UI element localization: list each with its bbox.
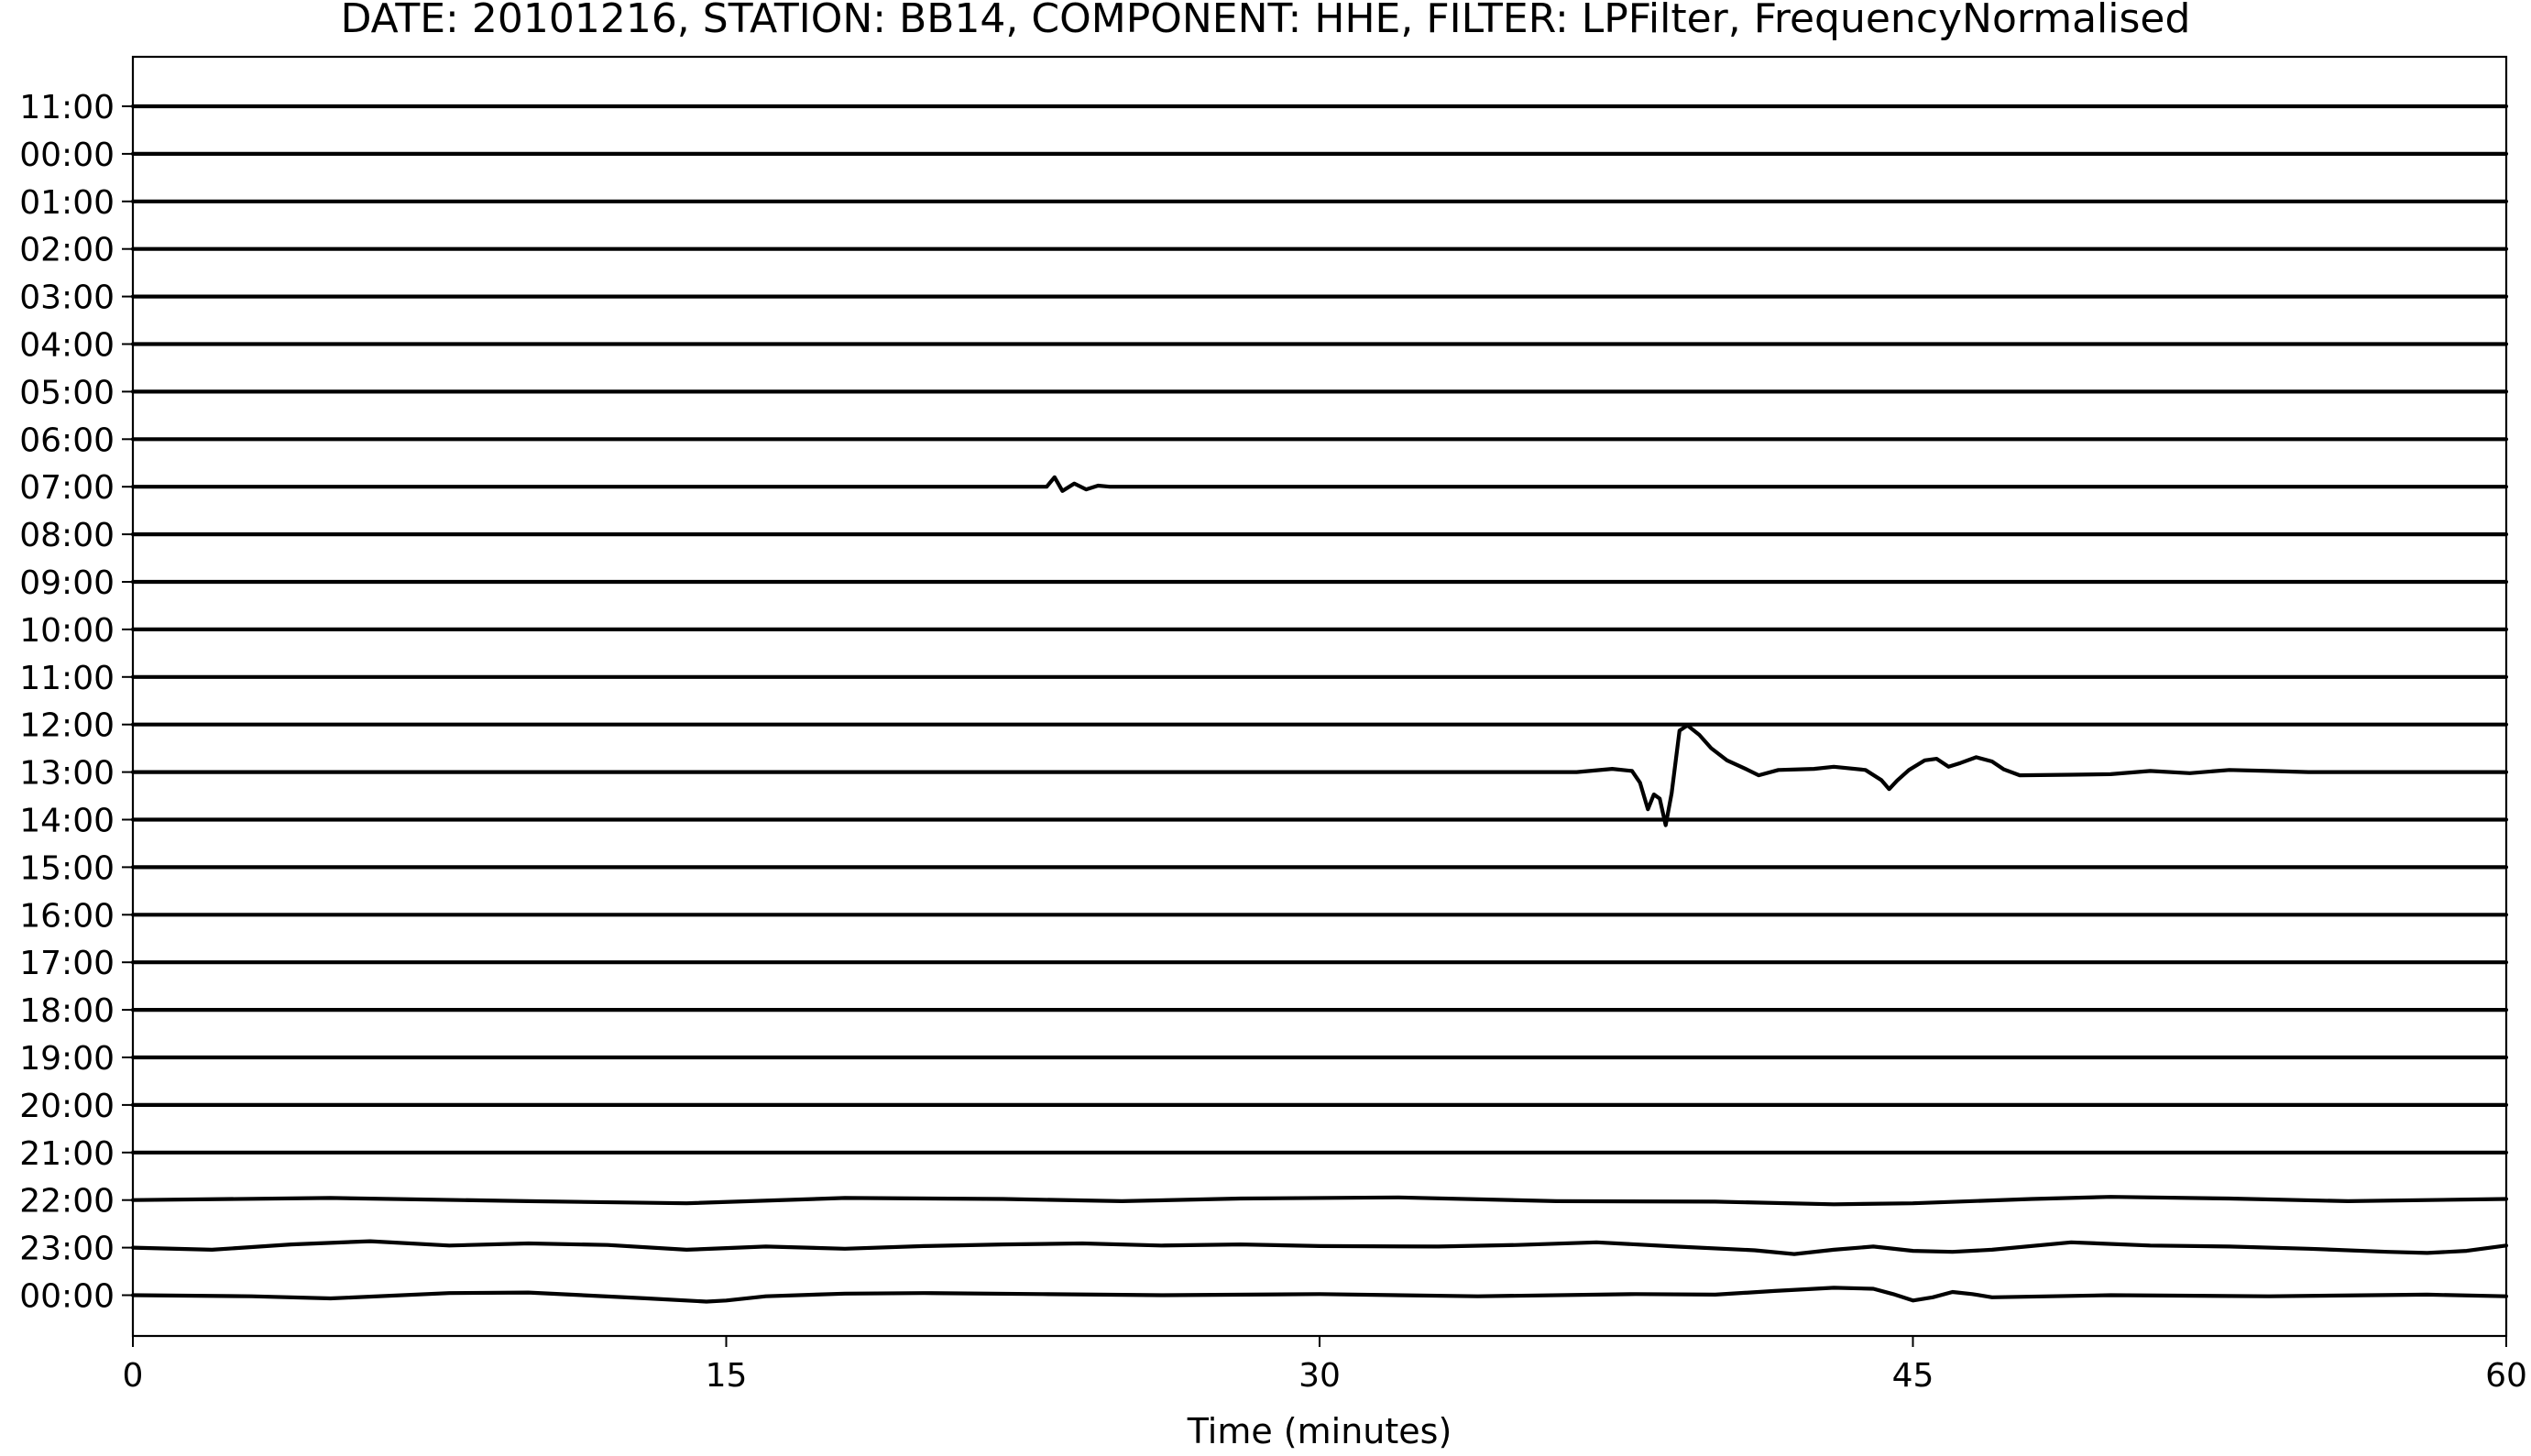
y-tick-label: 23:00	[19, 1231, 115, 1268]
trace-line	[130, 1239, 2509, 1256]
y-tick-label: 01:00	[19, 184, 115, 222]
y-tick-label: 16:00	[19, 897, 115, 935]
y-tick-label: 20:00	[19, 1088, 115, 1125]
y-tick-label: 00:00	[19, 1278, 115, 1316]
y-tick-label: 03:00	[19, 279, 115, 317]
y-tick-label: 18:00	[19, 992, 115, 1030]
y-tick-label: 02:00	[19, 232, 115, 269]
y-tick-label: 17:00	[19, 945, 115, 982]
x-tick-label: 30	[1298, 1357, 1341, 1395]
y-tick-label: 05:00	[19, 374, 115, 411]
y-tick-label: 10:00	[19, 612, 115, 650]
y-axis: 11:00 00:00 01:00 02:00 03:00 04:00 05:00 06:00…	[19, 89, 133, 1316]
trace-line	[130, 1286, 2509, 1304]
y-tick-label: 06:00	[19, 421, 115, 459]
x-tick-label: 15	[706, 1357, 748, 1395]
y-tick-label: 11:00	[19, 660, 115, 697]
y-tick-label: 22:00	[19, 1183, 115, 1221]
y-tick-label: 12:00	[19, 707, 115, 745]
y-tick-label: 15:00	[19, 849, 115, 887]
y-tick-label: 13:00	[19, 755, 115, 793]
trace-line	[130, 475, 2509, 493]
y-tick-label: 14:00	[19, 803, 115, 840]
y-tick-label: 07:00	[19, 469, 115, 507]
chart-title: DATE: 20101216, STATION: BB14, COMPONENT…	[341, 0, 2191, 42]
x-tick-label: 45	[1892, 1357, 1934, 1395]
x-tick-label: 60	[2485, 1357, 2527, 1395]
y-tick-label: 19:00	[19, 1040, 115, 1078]
y-tick-label: 04:00	[19, 327, 115, 365]
trace-group	[130, 104, 2509, 1304]
x-axis-label: Time (minutes)	[1187, 1411, 1452, 1451]
y-tick-label: 11:00	[19, 89, 115, 126]
y-tick-label: 09:00	[19, 564, 115, 602]
y-tick-label: 08:00	[19, 517, 115, 554]
y-tick-label: 21:00	[19, 1135, 115, 1173]
x-axis: 0 15 30 45 60	[123, 1336, 2527, 1395]
y-tick-label: 00:00	[19, 137, 115, 174]
x-tick-label: 0	[123, 1357, 144, 1395]
trace-line	[130, 723, 2509, 827]
trace-line	[130, 1195, 2509, 1207]
